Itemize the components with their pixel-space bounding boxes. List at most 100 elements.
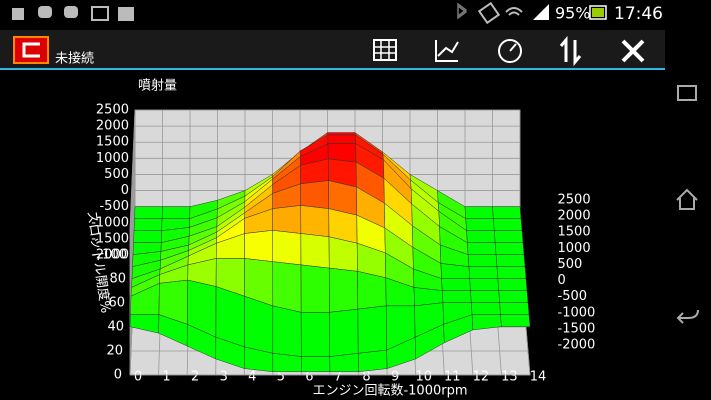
surface-cell: [300, 205, 330, 238]
surface-cell: [215, 286, 245, 348]
x-tick-label: 14: [530, 370, 547, 385]
surface-cell: [300, 264, 330, 313]
y-tick-label: 40: [107, 320, 124, 335]
graph-button[interactable]: [435, 40, 459, 62]
surface-cell: [470, 290, 500, 303]
z-tick-label-right: 1500: [558, 225, 591, 240]
recent-apps-button[interactable]: [677, 85, 697, 101]
status-icon: [12, 8, 24, 20]
z-tick-label-right: 2000: [558, 209, 591, 224]
app-title: 未接続: [55, 51, 94, 67]
table-icon: [373, 39, 397, 61]
surface-cell: [133, 218, 163, 231]
surface-cell: [498, 290, 529, 303]
surface-cell: [327, 132, 356, 136]
z-tick-label-right: -1000: [558, 305, 596, 320]
z-tick-label: -500: [99, 199, 129, 214]
surface-cell: [357, 271, 387, 310]
surface-cell: [327, 134, 356, 144]
x-tick-label: 5: [277, 370, 285, 385]
x-tick-label: 1: [162, 370, 170, 385]
surface-cell: [493, 218, 523, 231]
surface-cell: [465, 218, 495, 231]
settings-button[interactable]: [621, 39, 645, 63]
y-tick-label: 60: [108, 296, 125, 311]
surface-cell: [466, 230, 496, 243]
clock: 17:46: [614, 4, 663, 24]
surface-cell: [467, 254, 498, 267]
table-button[interactable]: [373, 39, 397, 61]
meter-button[interactable]: [498, 39, 522, 63]
surface-cell: [133, 230, 162, 243]
signal-icon: [533, 4, 549, 20]
surface-cell: [496, 266, 527, 279]
x-tick-label: 12: [473, 370, 490, 385]
z-tick-label: 0: [121, 183, 129, 198]
surface-cell: [329, 353, 359, 373]
x-tick-label: 6: [305, 370, 313, 385]
surface-cell: [492, 206, 522, 219]
y-tick-label: 80: [109, 272, 126, 287]
x-tick-label: 9: [391, 370, 399, 385]
sync-button[interactable]: [559, 35, 582, 67]
meter-needle: [509, 43, 517, 52]
x-tick-label: 11: [444, 370, 461, 385]
z-tick-label: 1500: [96, 135, 129, 150]
chart-title: 噴射量: [138, 78, 177, 94]
surface-cell: [471, 302, 501, 315]
table-icon-grid: [374, 40, 396, 60]
surface-cell: [464, 206, 494, 219]
back-button[interactable]: [676, 309, 699, 324]
surface-cell: [134, 206, 163, 219]
surface-cell: [441, 290, 472, 303]
surface-cell: [244, 295, 274, 354]
z-tick-label-right: 1000: [558, 241, 591, 256]
z-tick-label: -1000: [91, 215, 129, 230]
wifi-icon: [505, 7, 523, 16]
y-tick-label: 100: [102, 248, 127, 263]
status-icon: [64, 6, 78, 18]
surface-cell: [300, 233, 330, 269]
battery-text: 95%: [555, 4, 591, 23]
x-tick-label: 2: [191, 370, 199, 385]
app-bar-bg: [0, 30, 665, 68]
x-tick-label: 0: [134, 370, 142, 385]
home-button[interactable]: [676, 188, 698, 210]
z-tick-label-right: 0: [558, 273, 566, 288]
surface-cell: [301, 356, 331, 373]
surface-cell: [272, 353, 302, 373]
app-bar-divider: [0, 68, 665, 70]
surface-cell: [161, 206, 191, 219]
logo-mark: [22, 42, 40, 58]
app-logo[interactable]: [13, 36, 49, 64]
surface-cell: [494, 242, 525, 255]
z-tick-label: 2000: [96, 119, 129, 134]
x-axis-label: エンジン回転数-1000rpm: [312, 384, 467, 399]
x-tick-label: 3: [220, 370, 228, 385]
x-tick-label: 10: [415, 370, 432, 385]
surface-cell: [441, 278, 471, 291]
surface-cell: [300, 312, 331, 357]
nav-bar: [676, 85, 699, 324]
z-tick-label: -2000: [91, 248, 129, 263]
x-tick-label: 13: [501, 370, 518, 385]
battery-icon: [589, 5, 607, 20]
surface-cell: [469, 278, 500, 291]
status-icon: [91, 6, 109, 21]
surface-cell: [328, 267, 359, 313]
rotate-icon: [477, 1, 501, 25]
x-tick-label: 7: [334, 370, 342, 385]
z-tick-label-right: -2000: [558, 338, 596, 353]
status-icon: [38, 6, 52, 18]
z-tick-label-right: -1500: [558, 321, 596, 336]
surface-cell: [494, 230, 524, 243]
surface-cell: [272, 230, 302, 266]
surface-cell: [499, 302, 530, 315]
surface-cell: [244, 230, 274, 262]
bluetooth-icon: [457, 2, 468, 20]
plot: 2500250020002000150015001000100050050000…: [91, 103, 595, 385]
y-tick-label: 20: [106, 344, 123, 359]
z-tick-label: -1500: [91, 231, 129, 246]
surface-cell: [357, 349, 388, 373]
